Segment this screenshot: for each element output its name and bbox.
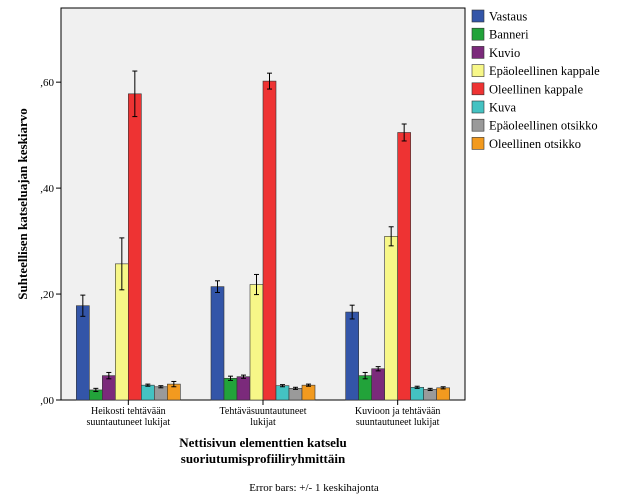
bar-1-7 — [301, 384, 316, 401]
y-tick-label-1: ,20 — [40, 289, 54, 301]
bar-2-5 — [410, 386, 424, 401]
legend-label-4: Oleellinen kappale — [489, 82, 584, 96]
bar-1-4 — [262, 80, 277, 401]
legend-swatch-0 — [471, 9, 485, 23]
x-tick-label-1-1: lukijat — [250, 417, 276, 428]
x-axis-title-line-2: suoriutumisprofiiliryhmittäin — [181, 451, 346, 466]
legend-label-3: Epäoleellinen kappale — [489, 64, 600, 78]
bar-2-3 — [384, 236, 398, 401]
bar-2-7 — [436, 387, 450, 401]
bar-1-3 — [249, 284, 264, 401]
bar-0-5 — [141, 384, 155, 401]
x-axis-title-line-1: Nettisivun elementtien katselu — [179, 435, 347, 450]
x-tick-label-2-1: suuntautuneet lukijat — [356, 417, 440, 428]
bar-1-0 — [210, 286, 225, 401]
y-axis: ,00 ,20 ,40 ,60 — [40, 77, 61, 407]
legend-swatch-2 — [471, 46, 485, 59]
error-bars-footnote: Error bars: +/- 1 keskihajonta — [249, 482, 379, 494]
bar-2-0 — [345, 311, 359, 401]
bar-0-0 — [76, 305, 90, 401]
legend: Vastaus Banneri Kuvio Epäoleellinen kappale… — [471, 9, 600, 151]
x-tick-label-2-0: Kuvioon ja tehtävään — [355, 406, 441, 417]
x-tick-label-0-1: suuntautuneet lukijat — [87, 417, 171, 428]
legend-swatch-1 — [471, 27, 485, 41]
bars-layer — [76, 70, 450, 401]
bar-2-2 — [371, 368, 385, 401]
bar-2-4 — [397, 132, 411, 401]
y-tick-label-3: ,60 — [40, 77, 54, 89]
legend-swatch-7 — [471, 137, 485, 150]
legend-label-0: Vastaus — [489, 10, 527, 24]
bar-0-4 — [128, 93, 142, 401]
legend-label-5: Kuva — [489, 101, 517, 115]
y-tick-label-0: ,00 — [40, 395, 54, 407]
legend-swatch-3 — [471, 64, 485, 77]
y-tick-label-2: ,40 — [40, 183, 54, 195]
legend-label-2: Kuvio — [489, 46, 520, 60]
bar-0-6 — [154, 386, 168, 401]
legend-swatch-6 — [471, 118, 485, 132]
legend-swatch-4 — [471, 82, 485, 96]
legend-label-1: Banneri — [489, 28, 529, 42]
legend-label-6: Epäoleellinen otsikko — [489, 119, 598, 133]
y-axis-title: Suhteellisen katseluajan keskiarvo — [15, 108, 30, 299]
bar-1-2 — [236, 376, 251, 401]
bar-1-5 — [275, 385, 290, 401]
x-tick-label-1-0: Tehtäväsuuntautuneet — [219, 406, 306, 417]
x-tick-label-0-0: Heikosti tehtävään — [91, 406, 166, 417]
legend-swatch-5 — [471, 100, 485, 114]
legend-label-7: Oleellinen otsikko — [489, 137, 581, 151]
bar-1-6 — [288, 388, 303, 401]
bar-1-1 — [223, 377, 238, 401]
bar-2-6 — [423, 389, 437, 401]
